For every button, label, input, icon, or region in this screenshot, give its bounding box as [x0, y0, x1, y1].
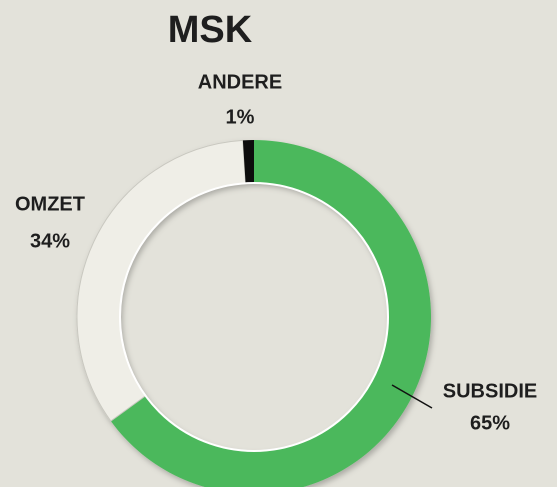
slice-label: OMZET: [15, 193, 85, 215]
donut: [76, 139, 431, 487]
slice-label: SUBSIDIE: [443, 380, 537, 402]
donut-slice: [242, 140, 254, 184]
leader-line: [391, 384, 433, 409]
slice-value-label: 34%: [30, 230, 70, 252]
chart-title: MSK: [168, 9, 253, 51]
slice-value-label: 1%: [226, 106, 255, 128]
slice-value-label: 65%: [470, 412, 510, 434]
inner-edge: [119, 182, 389, 452]
slice-label: ANDERE: [198, 71, 282, 93]
donut-slice: [110, 140, 431, 487]
